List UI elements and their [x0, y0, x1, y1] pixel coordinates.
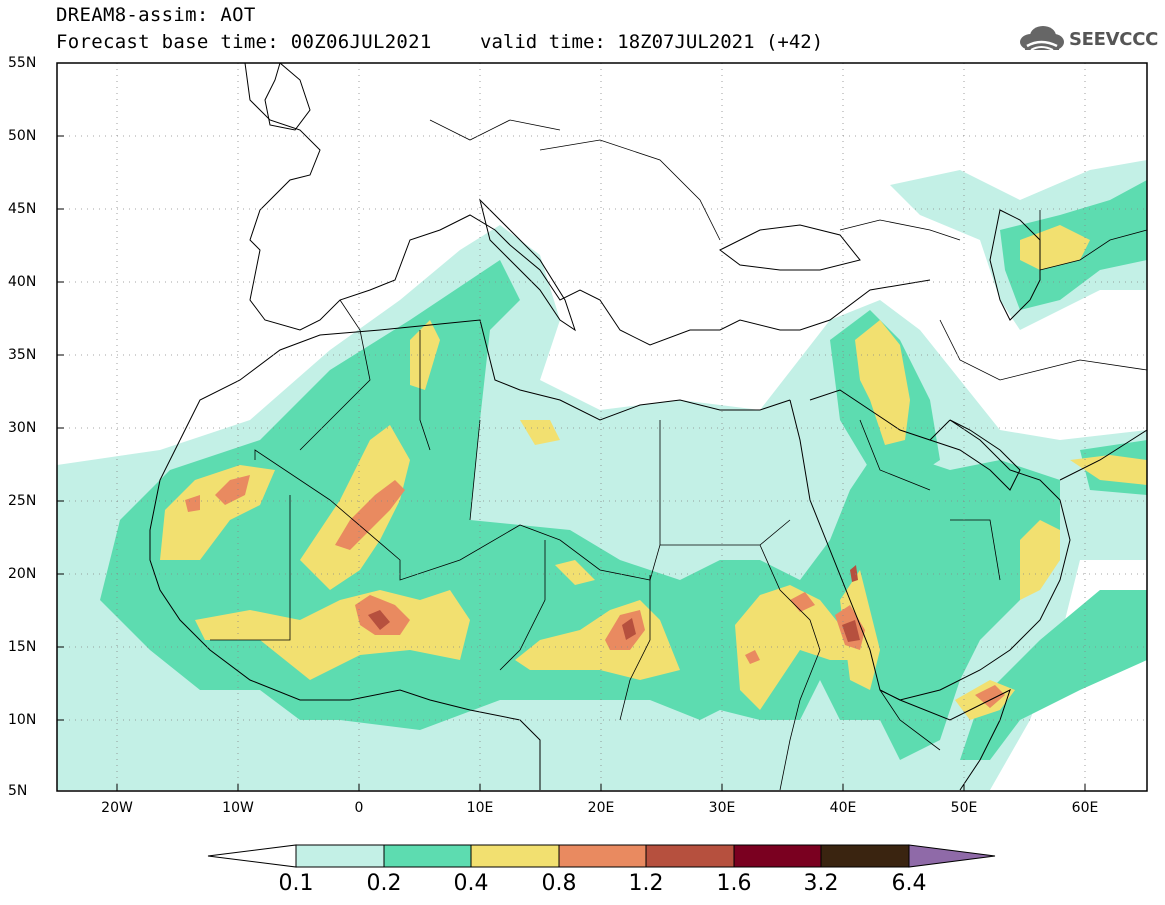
- colorbar-label: 6.4: [891, 871, 927, 896]
- lon-label: 30E: [708, 800, 736, 816]
- colorbar-label: 0.8: [541, 871, 577, 896]
- lat-label: 35N: [8, 347, 37, 363]
- lat-label: 55N: [8, 55, 37, 71]
- colorbar-label: 0.4: [453, 871, 489, 896]
- colorbar-bin-1.6: [733, 844, 822, 868]
- colorbar-above-arrow: [908, 844, 996, 868]
- lat-label: 25N: [8, 493, 37, 509]
- aot-field: [57, 63, 1147, 791]
- lat-label: 10N: [8, 712, 37, 728]
- lon-label: 10W: [222, 800, 254, 816]
- colorbar-label: 1.2: [628, 871, 664, 896]
- colorbar-bin-3.2: [820, 844, 910, 868]
- cloud-logo-icon: [1020, 26, 1064, 51]
- lon-label: 20W: [101, 800, 133, 816]
- lon-label: 50E: [950, 800, 978, 816]
- lon-label: 20E: [587, 800, 615, 816]
- seevccc-logo: SEEVCCC: [1017, 24, 1158, 54]
- lat-label: 45N: [8, 201, 37, 217]
- colorbar-label: 0.2: [366, 871, 402, 896]
- colorbar: [207, 844, 996, 868]
- logo-text: SEEVCCC: [1069, 28, 1159, 50]
- lat-label: 50N: [8, 128, 37, 144]
- lon-label: 0: [354, 800, 364, 816]
- map-frame: [56, 62, 1148, 792]
- colorbar-label: 1.6: [716, 871, 752, 896]
- lat-label: 30N: [8, 420, 37, 436]
- coastlines: [149, 63, 1147, 791]
- lon-label: 10E: [466, 800, 494, 816]
- lon-label: 40E: [829, 800, 857, 816]
- colorbar-bin-0.2: [383, 844, 472, 868]
- colorbar-bin-1.2: [645, 844, 735, 868]
- lat-label: 20N: [8, 566, 37, 582]
- lat-label: 5N: [8, 783, 28, 799]
- aot-level-1.2: [368, 565, 860, 642]
- lon-label: 60E: [1071, 800, 1099, 816]
- colorbar-label: 3.2: [803, 871, 839, 896]
- map-title: DREAM8-assim: AOT: [56, 4, 256, 26]
- lat-label: 15N: [8, 639, 37, 655]
- colorbar-bin-0.1: [295, 844, 385, 868]
- colorbar-bin-0.8: [558, 844, 647, 868]
- graticule: [57, 63, 1147, 791]
- country-borders: [210, 119, 1147, 791]
- valid-time: valid time: 18Z07JUL2021 (+42): [480, 31, 824, 53]
- axis-ticks: [57, 62, 1086, 791]
- colorbar-below-arrow: [207, 844, 297, 868]
- forecast-base-time: Forecast base time: 00Z06JUL2021: [56, 31, 432, 53]
- colorbar-label: 0.1: [278, 871, 314, 896]
- lat-label: 40N: [8, 274, 37, 290]
- colorbar-bin-0.4: [470, 844, 560, 868]
